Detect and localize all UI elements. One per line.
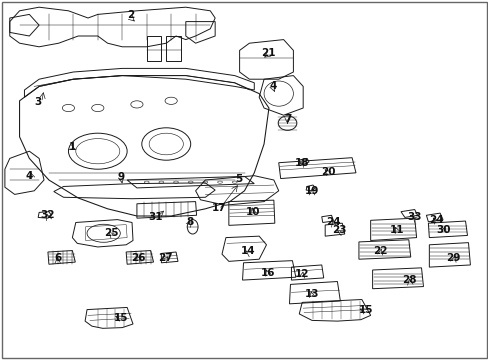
Text: 13: 13 <box>304 289 319 300</box>
Text: 4: 4 <box>268 81 276 91</box>
Text: 30: 30 <box>436 225 450 235</box>
Text: 18: 18 <box>294 158 309 168</box>
Text: 21: 21 <box>260 48 275 58</box>
Text: 14: 14 <box>241 246 255 256</box>
Text: 28: 28 <box>402 275 416 285</box>
Text: 29: 29 <box>446 253 460 264</box>
Text: 12: 12 <box>294 269 309 279</box>
Text: 7: 7 <box>283 114 291 124</box>
Text: 17: 17 <box>211 203 226 213</box>
Text: 8: 8 <box>186 217 193 228</box>
Text: 26: 26 <box>130 253 145 264</box>
Text: 27: 27 <box>158 253 172 264</box>
Text: 20: 20 <box>321 167 335 177</box>
Text: 19: 19 <box>304 186 319 196</box>
Text: 31: 31 <box>148 212 163 222</box>
Text: 33: 33 <box>407 212 421 222</box>
Text: 1: 1 <box>69 142 76 152</box>
Text: 32: 32 <box>41 210 55 220</box>
Text: 5: 5 <box>235 174 242 184</box>
Text: 4: 4 <box>25 171 33 181</box>
Text: 25: 25 <box>104 228 119 238</box>
Text: 24: 24 <box>428 215 443 225</box>
Text: 11: 11 <box>389 225 404 235</box>
Text: 16: 16 <box>260 268 275 278</box>
Text: 10: 10 <box>245 207 260 217</box>
Text: 6: 6 <box>54 253 61 264</box>
Text: 24: 24 <box>325 217 340 228</box>
Text: 9: 9 <box>118 172 124 182</box>
Text: 23: 23 <box>332 225 346 235</box>
Text: 15: 15 <box>358 305 372 315</box>
Text: 2: 2 <box>127 10 134 20</box>
Text: 15: 15 <box>114 312 128 323</box>
Text: 22: 22 <box>372 246 387 256</box>
Text: 3: 3 <box>35 96 41 107</box>
